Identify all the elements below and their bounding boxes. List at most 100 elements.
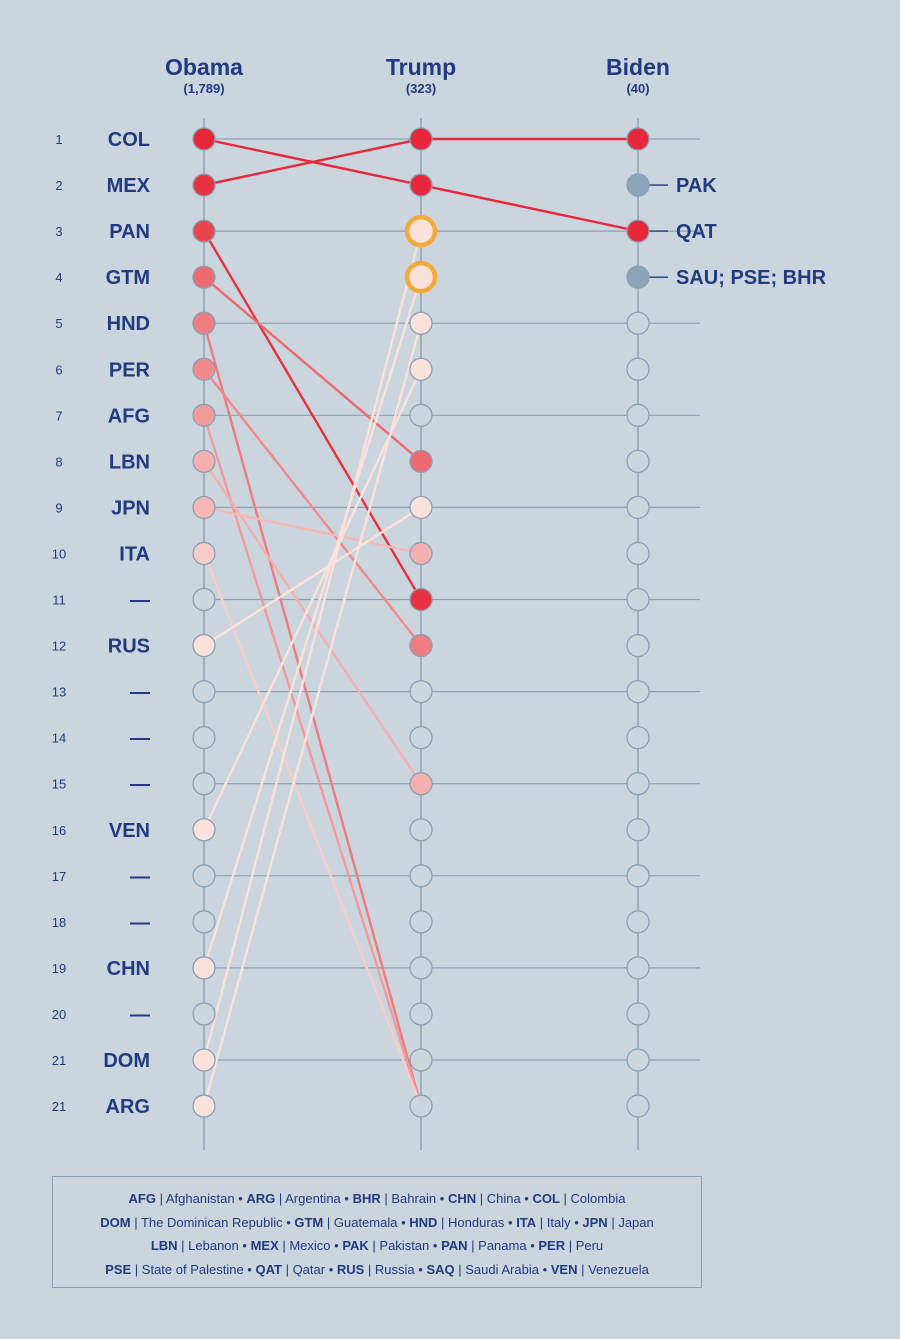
obama-node (192, 726, 216, 750)
country-label: DOM (103, 1050, 150, 1072)
trump-column-count: (323) (406, 81, 436, 96)
trump-node (409, 818, 433, 842)
rank-number: 21 (52, 1053, 66, 1068)
biden-node (626, 910, 650, 934)
country-label: — (130, 682, 150, 704)
legend-code: BHR (352, 1191, 381, 1206)
country-label: JPN (111, 497, 150, 519)
legend-country-name: Colombia (570, 1191, 626, 1206)
legend-country-name: Peru (575, 1238, 604, 1253)
biden-node (626, 726, 650, 750)
country-label: VEN (109, 820, 150, 842)
legend-line: DOM | The Dominican Republic • GTM | Gua… (100, 1214, 654, 1230)
biden-node (626, 357, 650, 381)
biden-column-title: Biden (606, 54, 670, 80)
obama-node (192, 1094, 216, 1118)
biden-node (626, 1002, 650, 1026)
biden-node (626, 173, 650, 197)
trump-node (409, 1094, 433, 1118)
biden-node (626, 864, 650, 888)
biden-node (626, 127, 650, 151)
rank-number: 20 (52, 1007, 66, 1022)
legend-country-name: Russia (374, 1261, 415, 1277)
connection-arg (202, 322, 423, 1107)
biden-node (626, 679, 650, 704)
rank-number: 12 (52, 639, 66, 654)
obama-node (192, 1048, 216, 1072)
legend-code: MEX (250, 1238, 279, 1253)
country-label: MEX (107, 175, 151, 197)
legend-code: PAK (342, 1238, 369, 1253)
obama-node (192, 1002, 216, 1026)
country-label: HND (107, 313, 150, 335)
legend-code: HND (409, 1214, 438, 1230)
legend-code: LBN (150, 1238, 178, 1253)
trump-node (409, 726, 433, 750)
rank-number: 21 (52, 1099, 66, 1114)
connection-ven (202, 368, 423, 831)
country-label: — (130, 728, 150, 750)
obama-node (192, 495, 216, 520)
legend-country-name: Qatar (292, 1261, 326, 1277)
biden-node (626, 1094, 650, 1118)
legend-country-name: Saudi Arabia (465, 1261, 539, 1277)
biden-node (626, 633, 650, 658)
rank-number: 17 (52, 869, 66, 884)
country-label: COL (108, 129, 150, 151)
connection-ita (202, 553, 423, 1107)
legend-country-name: Mexico (289, 1238, 331, 1253)
rank-number: 18 (52, 915, 66, 930)
legend-country-name: Panama (478, 1238, 527, 1253)
trump-node (409, 173, 433, 197)
legend-code: VEN (550, 1261, 578, 1277)
trump-node (409, 449, 433, 474)
obama-node (192, 633, 216, 658)
connection-chn (202, 276, 423, 969)
obama-node (192, 449, 216, 474)
legend-country-name: The Dominican Republic (140, 1214, 283, 1230)
rank-number: 5 (55, 316, 62, 331)
row-gridlines (204, 138, 700, 1061)
obama-node (192, 357, 216, 381)
connection-dom (202, 230, 423, 1061)
obama-node (192, 910, 216, 934)
country-label: GTM (106, 267, 150, 289)
legend-code: JPN (582, 1214, 608, 1230)
trump-node (409, 311, 433, 335)
connection-gtm (203, 276, 422, 463)
obama-node (192, 219, 216, 243)
obama-node (192, 679, 216, 704)
obama-node (192, 956, 216, 980)
country-label: PER (109, 359, 151, 381)
biden-node (626, 495, 650, 520)
obama-node (192, 818, 216, 842)
biden-node (626, 403, 650, 427)
legend-country-name: Argentina (285, 1191, 341, 1206)
biden-node (626, 541, 650, 566)
country-label: ARG (106, 1096, 150, 1118)
trump-node-highlight (404, 260, 438, 294)
rank-number: 15 (52, 777, 66, 792)
connection-pan (202, 230, 423, 601)
rank-number: 1 (55, 132, 62, 147)
trump-node (409, 357, 433, 381)
rank-number: 7 (55, 408, 62, 423)
biden-country-label: QAT (676, 221, 717, 243)
bump-chart: Obama(1,789)Trump(323)Biden(40)123456789… (52, 54, 827, 1150)
trump-node (409, 679, 433, 704)
rank-number: 8 (55, 454, 62, 469)
country-label: ITA (119, 543, 150, 565)
rank-number: 3 (55, 224, 62, 239)
country-code-legend: AFG | Afghanistan • ARG | Argentina • BH… (52, 1176, 702, 1288)
legend-country-name: Venezuela (588, 1261, 649, 1277)
legend-line: PSE | State of Palestine • QAT | Qatar •… (105, 1261, 649, 1277)
trump-node (409, 587, 433, 612)
biden-country-label: SAU; PSE; BHR (676, 267, 827, 289)
obama-node (192, 127, 216, 151)
legend-code: ARG (246, 1191, 276, 1206)
country-label: — (130, 590, 150, 612)
legend-country-name: China (486, 1191, 521, 1206)
biden-node (626, 956, 650, 980)
country-label: RUS (108, 636, 150, 658)
obama-node (192, 265, 216, 289)
